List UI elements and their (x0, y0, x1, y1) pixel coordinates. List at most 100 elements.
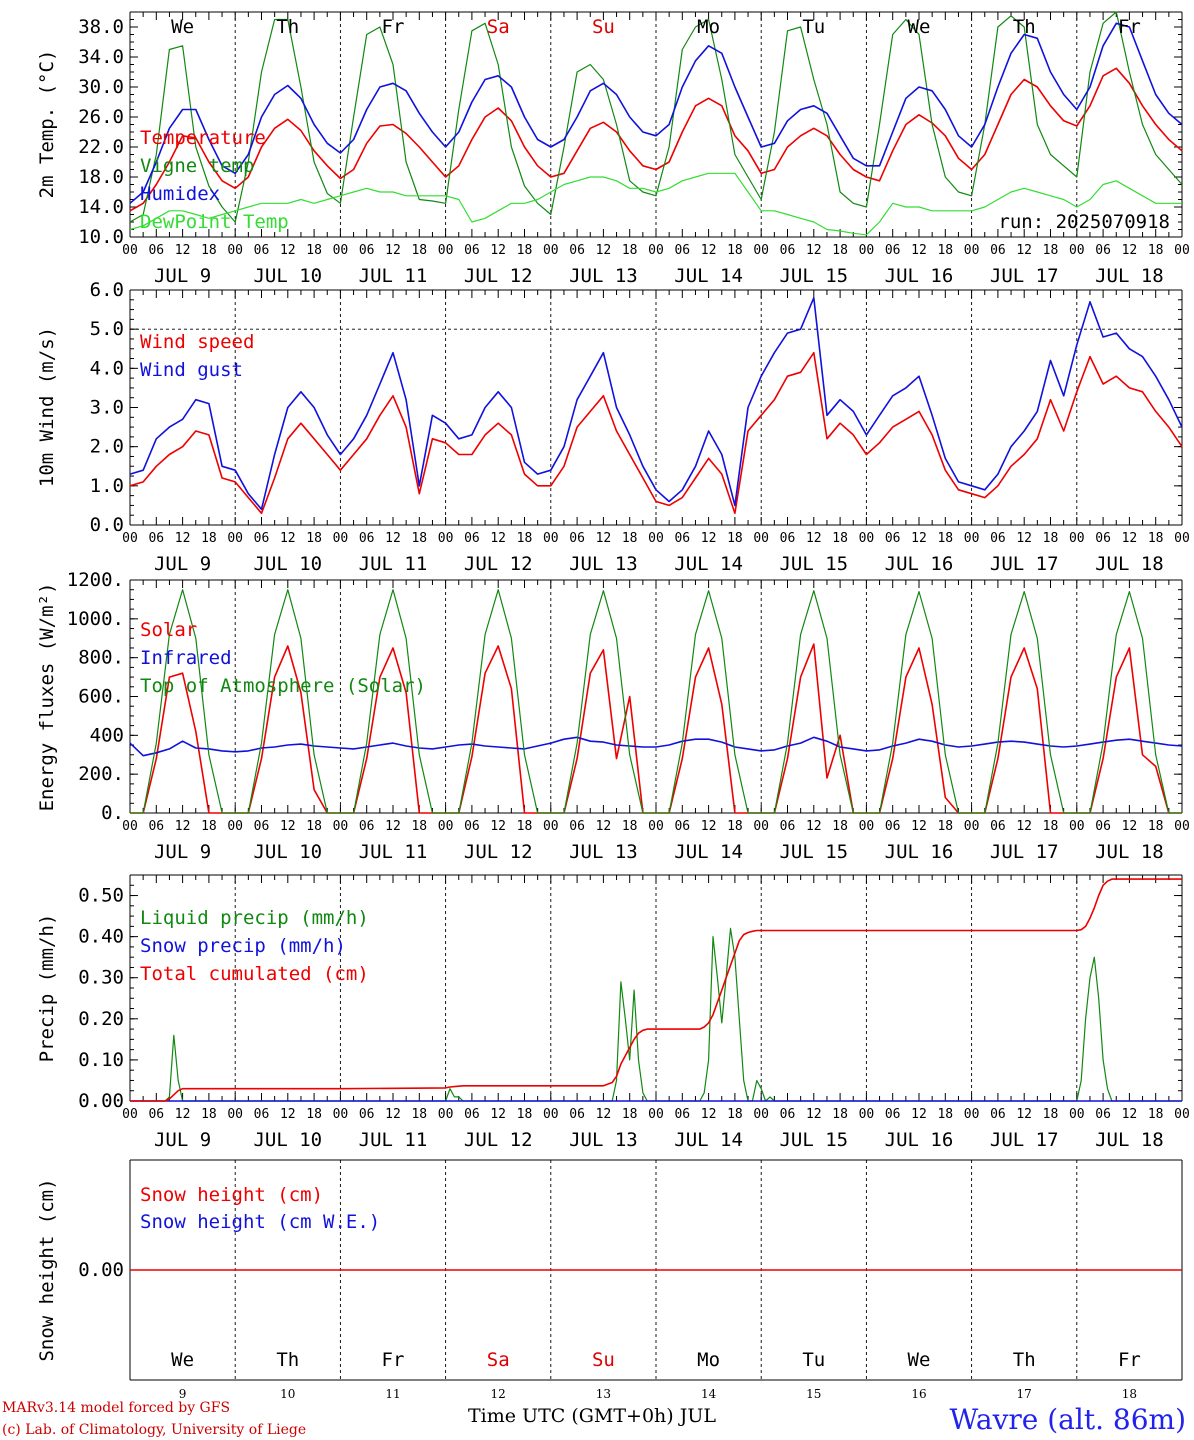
legend-entry: Temperature (140, 127, 266, 149)
hour-label: 18 (832, 819, 848, 834)
hour-label: 12 (596, 1107, 612, 1122)
hour-label: 06 (990, 531, 1006, 546)
hour-label: 00 (122, 243, 138, 258)
date-label: JUL 10 (253, 265, 322, 287)
legend-entry: Snow height (cm) (140, 1184, 323, 1206)
hour-label: 18 (201, 1107, 217, 1122)
y-tick-label: 0.40 (78, 926, 124, 948)
series-vigne-temp (129, 11, 1183, 223)
hour-label: 18 (937, 1107, 953, 1122)
hour-label: 00 (859, 531, 875, 546)
hour-label: 00 (438, 243, 454, 258)
y-tick-label: 0.00 (78, 1090, 124, 1112)
hour-label: 06 (464, 531, 480, 546)
hour-label: 00 (753, 243, 769, 258)
hour-label: 18 (622, 1107, 638, 1122)
hour-label: 06 (464, 243, 480, 258)
footer: MARv3.14 model forced by GFS (c) Lab. of… (2, 1400, 1186, 1438)
hour-label: 12 (385, 531, 401, 546)
series-temperature (129, 67, 1183, 212)
hour-label: 12 (1016, 243, 1032, 258)
hour-label: 12 (280, 1107, 296, 1122)
date-label: JUL 18 (1095, 265, 1164, 287)
date-label: JUL 17 (990, 553, 1059, 575)
hour-label: 00 (122, 531, 138, 546)
date-label: JUL 13 (569, 265, 638, 287)
y-tick-label: 6.0 (90, 279, 124, 301)
hour-label: 00 (1069, 819, 1085, 834)
panel-3: 0. 200. 400 600. 800. 1000. 1200. Energy fluxes… (36, 569, 1190, 863)
hour-label: 12 (1016, 819, 1032, 834)
y-tick-label: 26.0 (78, 106, 124, 128)
hour-label: 06 (885, 243, 901, 258)
date-label: JUL 11 (359, 553, 428, 575)
y-tick-label: 22.0 (78, 136, 124, 158)
date-label: JUL 17 (990, 1129, 1059, 1151)
y-tick-label: 5.0 (90, 318, 124, 340)
hour-label: 18 (937, 243, 953, 258)
hour-label: 00 (648, 531, 664, 546)
hour-label: 00 (753, 819, 769, 834)
legend-entry: Infrared (140, 647, 232, 669)
hour-label: 00 (227, 819, 243, 834)
legend-entry: Vigne temp (140, 155, 254, 177)
model-credit: MARv3.14 model forced by GFS (2, 1400, 230, 1416)
date-label: JUL 14 (674, 553, 743, 575)
y-tick-label: 30.0 (78, 76, 124, 98)
series-humidex (129, 22, 1183, 204)
date-label: JUL 11 (359, 1129, 428, 1151)
hour-label: 06 (885, 531, 901, 546)
day-number: 18 (1122, 1387, 1137, 1401)
hour-label: 18 (1043, 531, 1059, 546)
hour-label: 18 (517, 819, 533, 834)
hour-label: 12 (280, 243, 296, 258)
hour-label: 12 (596, 819, 612, 834)
hour-label: 18 (727, 243, 743, 258)
hour-label: 00 (753, 1107, 769, 1122)
legend-entry: Liquid precip (mm/h) (140, 907, 369, 929)
hour-label: 12 (806, 819, 822, 834)
y-tick-label: 0.0 (90, 514, 124, 536)
hour-label: 00 (438, 1107, 454, 1122)
date-label: JUL 16 (885, 553, 954, 575)
hour-label: 06 (885, 1107, 901, 1122)
hour-label: 00 (543, 1107, 559, 1122)
series-wind-speed (129, 351, 1183, 515)
hour-label: 18 (622, 243, 638, 258)
weekday-label: Fr (382, 1349, 405, 1371)
date-label: JUL 16 (885, 1129, 954, 1151)
date-label: JUL 13 (569, 1129, 638, 1151)
hour-label: 06 (569, 819, 585, 834)
hour-label: 12 (596, 531, 612, 546)
weekday-label: Mo (697, 16, 720, 38)
weekday-label: We (171, 1349, 194, 1371)
hour-label: 00 (1174, 819, 1190, 834)
hour-label: 00 (333, 819, 349, 834)
hour-label: 06 (464, 819, 480, 834)
hour-label: 06 (359, 243, 375, 258)
date-label: JUL 17 (990, 841, 1059, 863)
time-axis-title: Time UTC (GMT+0h) JUL (468, 1405, 716, 1427)
hour-label: 06 (780, 819, 796, 834)
hour-label: 00 (964, 531, 980, 546)
date-label: JUL 14 (674, 265, 743, 287)
hour-label: 06 (885, 819, 901, 834)
y-tick-label: 1.0 (90, 475, 124, 497)
y-tick-label: 0.00 (78, 1259, 124, 1281)
weekday-label: Fr (1118, 16, 1141, 38)
date-label: JUL 14 (674, 1129, 743, 1151)
hour-label: 18 (306, 531, 322, 546)
hour-label: 12 (175, 819, 191, 834)
hour-label: 06 (464, 1107, 480, 1122)
hour-label: 18 (832, 1107, 848, 1122)
date-label: JUL 12 (464, 1129, 533, 1151)
hour-label: 00 (753, 531, 769, 546)
hour-label: 00 (333, 1107, 349, 1122)
hour-label: 12 (1122, 1107, 1138, 1122)
hour-label: 06 (254, 819, 270, 834)
legend-entry: Snow height (cm W.E.) (140, 1211, 380, 1233)
hour-label: 18 (306, 819, 322, 834)
station-name: Wavre (alt. 86m) (950, 1403, 1186, 1436)
hour-label: 12 (701, 819, 717, 834)
date-label: JUL 13 (569, 553, 638, 575)
